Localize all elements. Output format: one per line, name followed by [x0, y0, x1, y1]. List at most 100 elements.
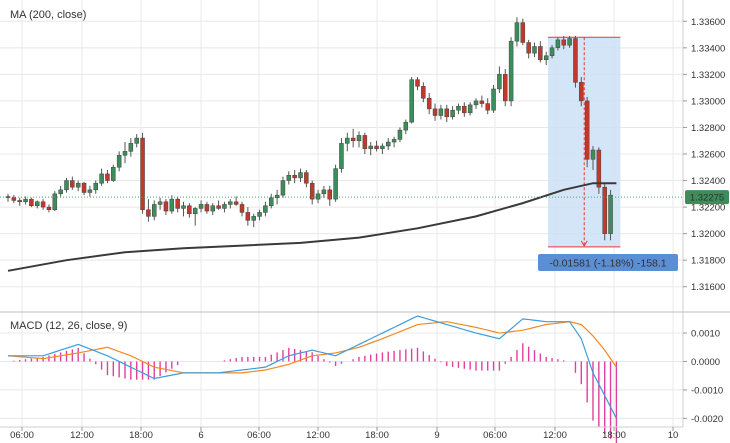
time-tick-label: 12:00 — [306, 430, 330, 441]
candle-body — [327, 189, 332, 200]
candle-body — [543, 55, 549, 61]
candle-body — [526, 42, 531, 54]
candle-body — [46, 206, 52, 210]
price-tick-label: 1.31800 — [691, 256, 725, 267]
time-tick-label: 18:00 — [602, 430, 626, 441]
candle-body — [403, 121, 409, 131]
time-tick-label: 06:00 — [247, 430, 271, 441]
candle-body — [146, 209, 151, 217]
candle-body — [608, 194, 613, 234]
candle-body — [339, 143, 344, 169]
measure-arrow-icon — [580, 240, 588, 247]
candle-body — [596, 149, 602, 188]
time-tick-label: 06:00 — [10, 430, 34, 441]
time-tick-label: 06:00 — [483, 430, 507, 441]
macd-tick-label: 0.0010 — [691, 329, 720, 340]
candle-body — [198, 204, 204, 209]
candle-body — [222, 204, 227, 209]
candle-body — [75, 182, 81, 188]
candle-body — [298, 172, 303, 179]
candle-body — [350, 137, 356, 141]
candle-body — [491, 88, 496, 111]
candle-body — [245, 212, 251, 221]
candle-body — [23, 198, 28, 203]
time-tick-label: 6 — [198, 430, 203, 441]
candle-body — [29, 198, 34, 207]
candle-body — [432, 108, 438, 116]
macd-tick-label: 0.0000 — [691, 357, 720, 368]
candle-body — [304, 172, 309, 184]
candle-body — [292, 174, 297, 179]
candle-body — [58, 189, 63, 195]
candle-body — [368, 145, 373, 149]
candle-body — [111, 167, 116, 181]
candle-body — [163, 201, 169, 212]
time-tick-label: 12:00 — [543, 430, 567, 441]
candle-body — [473, 100, 479, 106]
price-tick-label: 1.33400 — [691, 43, 725, 54]
candles — [5, 17, 613, 241]
candle-body — [508, 40, 514, 102]
candle-body — [181, 205, 186, 209]
candle-body — [64, 180, 69, 191]
candle-body — [426, 98, 432, 110]
macd-signal-line — [7, 321, 617, 374]
candle-body — [70, 180, 75, 188]
candle-body — [374, 145, 379, 149]
macd-histogram — [13, 343, 618, 443]
candle-body — [257, 212, 262, 217]
measure-label: -0.01581 (-1.18%) -158.1 — [549, 258, 666, 270]
candle-body — [333, 168, 338, 200]
candle-body — [210, 205, 215, 212]
candle-body — [105, 173, 110, 181]
candle-body — [152, 204, 157, 217]
price-tick-label: 1.32200 — [691, 203, 725, 214]
candle-body — [81, 182, 87, 193]
time-tick-label: 12:00 — [70, 430, 94, 441]
price-tick-label: 1.32600 — [691, 150, 725, 161]
candle-body — [99, 173, 104, 184]
candle-body — [456, 105, 461, 111]
candle-body — [175, 198, 180, 209]
candle-body — [561, 39, 566, 46]
price-tick-label: 1.31600 — [691, 282, 725, 293]
ma-200-line — [7, 182, 617, 272]
time-tick-label: 18:00 — [129, 430, 153, 441]
candle-body — [567, 38, 572, 46]
candle-body — [450, 109, 455, 118]
candle-body — [251, 216, 256, 221]
price-axis: 1.33600 1.33400 1.33200 1.33000 1.32800 1.326… — [683, 17, 725, 293]
candle-body — [438, 108, 444, 116]
candle-body — [503, 74, 508, 102]
candle-body — [35, 201, 40, 207]
macd-axis: 0.0010 0.0000 -0.0010 -0.0020 — [683, 329, 723, 425]
candle-body — [532, 46, 537, 54]
time-tick-label: 10 — [668, 430, 679, 441]
candle-body — [391, 139, 397, 143]
candle-body — [122, 151, 128, 156]
candle-body — [128, 143, 134, 152]
candle-body — [140, 137, 145, 210]
candle-body — [17, 200, 22, 203]
price-tick-label: 1.33600 — [691, 17, 725, 28]
time-axis: 06:00 12:00 18:00 6 06:00 12:00 18:00 9 06:00 12:… — [10, 427, 678, 441]
candle-body — [497, 74, 502, 90]
price-tick-label: 1.32400 — [691, 176, 725, 187]
time-tick-label: 9 — [434, 430, 439, 441]
candle-body — [549, 47, 555, 57]
macd-tick-label: -0.0010 — [691, 385, 723, 396]
candle-body — [520, 22, 526, 43]
candle-body — [345, 137, 350, 144]
price-tick-label: 1.32800 — [691, 123, 725, 134]
candle-body — [286, 174, 292, 181]
candle-body — [263, 205, 268, 213]
candle-body — [590, 149, 596, 160]
candle-body — [356, 135, 362, 141]
candle-body — [584, 100, 590, 160]
candle-body — [52, 193, 58, 210]
candle-body — [321, 189, 327, 195]
candle-body — [485, 103, 490, 111]
candle-body — [116, 155, 122, 168]
macd-tick-label: -0.0020 — [691, 414, 723, 425]
